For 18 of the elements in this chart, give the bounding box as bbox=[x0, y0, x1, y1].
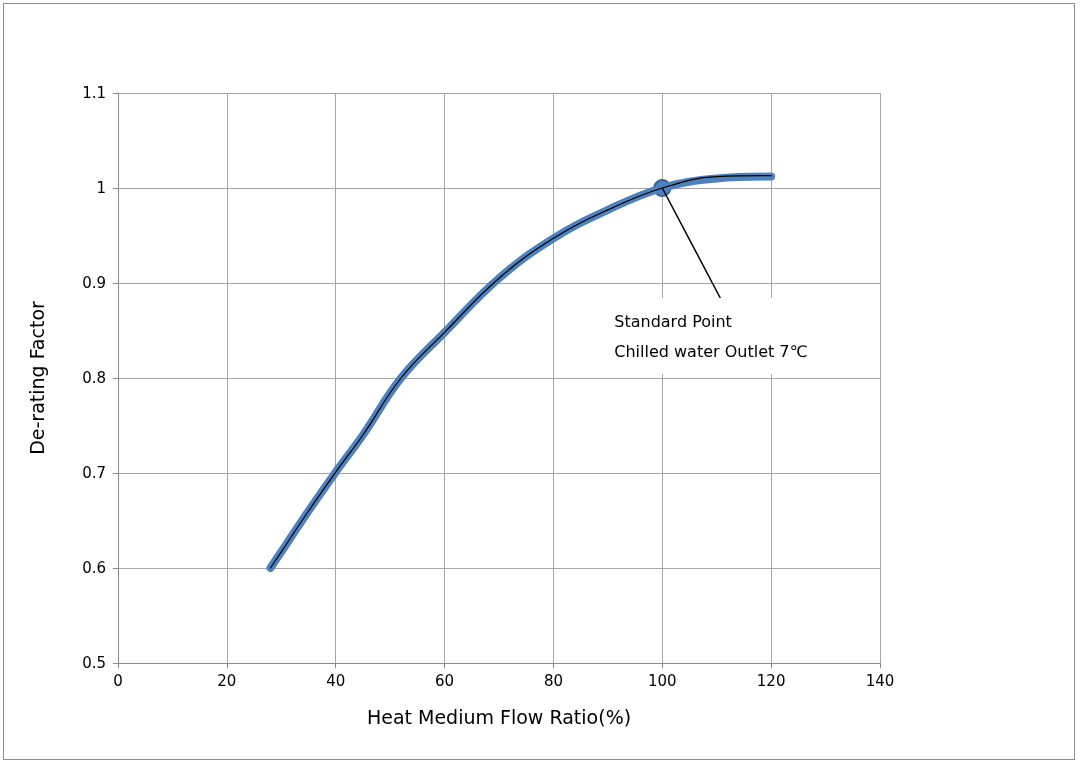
y-tick-label: 1.1 bbox=[82, 84, 106, 102]
x-tick-label: 20 bbox=[217, 671, 237, 690]
y-axis-title: De-rating Factor bbox=[25, 300, 48, 455]
y-tick-label: 0.6 bbox=[82, 559, 106, 577]
x-tick-label: 60 bbox=[435, 671, 455, 690]
x-axis-title: Heat Medium Flow Ratio(%) bbox=[366, 705, 632, 728]
y-tick-label: 0.5 bbox=[82, 654, 106, 672]
y-tick-label: 0.9 bbox=[82, 274, 106, 292]
x-tick-label: 120 bbox=[756, 671, 786, 690]
y-tick-label: 0.7 bbox=[82, 464, 106, 482]
x-tick-label: 0 bbox=[113, 671, 123, 690]
x-tick-label: 40 bbox=[326, 671, 346, 690]
y-tick-label: 0.8 bbox=[82, 369, 106, 387]
annotation: Standard Point Chilled water Outlet 7℃ bbox=[614, 311, 808, 361]
y-tick-label: 1 bbox=[96, 179, 106, 197]
x-tick-label: 80 bbox=[543, 671, 563, 690]
x-tick-label: 100 bbox=[647, 671, 677, 690]
x-tick-label: 140 bbox=[865, 671, 895, 690]
